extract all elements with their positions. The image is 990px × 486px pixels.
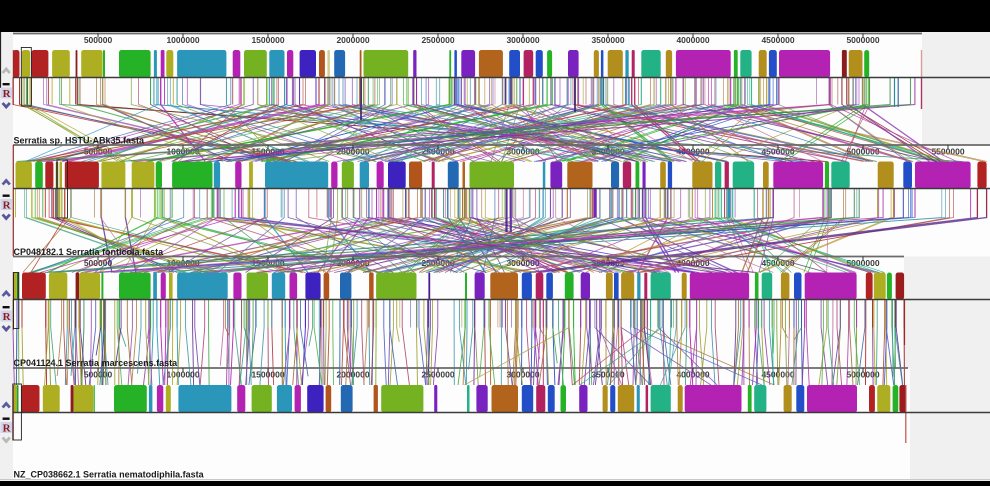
svg-text:R: R — [3, 311, 12, 323]
svg-text:3000000: 3000000 — [506, 258, 539, 268]
svg-text:2500000: 2500000 — [421, 370, 454, 380]
svg-text:3000000: 3000000 — [506, 147, 539, 157]
svg-text:5500000: 5500000 — [931, 147, 964, 157]
svg-text:4000000: 4000000 — [676, 370, 709, 380]
svg-text:3500000: 3500000 — [591, 370, 624, 380]
svg-text:3500000: 3500000 — [591, 35, 624, 45]
svg-text:R: R — [3, 423, 12, 435]
svg-text:Serratia sp. HSTU-ABk35.fasta: Serratia sp. HSTU-ABk35.fasta — [14, 136, 146, 146]
svg-text:3000000: 3000000 — [506, 370, 539, 380]
svg-text:3000000: 3000000 — [506, 35, 539, 45]
svg-text:5000000: 5000000 — [846, 258, 879, 268]
svg-text:4000000: 4000000 — [676, 35, 709, 45]
svg-text:CP048182.1 Serratia fonticola.: CP048182.1 Serratia fonticola.fasta — [14, 247, 165, 257]
svg-text:1500000: 1500000 — [251, 35, 284, 45]
svg-text:1500000: 1500000 — [251, 147, 284, 157]
svg-text:4500000: 4500000 — [761, 258, 794, 268]
svg-text:5000000: 5000000 — [846, 370, 879, 380]
svg-text:4500000: 4500000 — [761, 35, 794, 45]
svg-text:R: R — [3, 88, 12, 100]
svg-text:2500000: 2500000 — [421, 35, 454, 45]
svg-text:1000000: 1000000 — [166, 370, 199, 380]
svg-text:CP041124.1 Serratia marcescens: CP041124.1 Serratia marcescens.fasta — [14, 358, 179, 368]
svg-text:R: R — [3, 200, 12, 212]
svg-text:5000000: 5000000 — [846, 35, 879, 45]
svg-text:2000000: 2000000 — [336, 147, 369, 157]
svg-text:500000: 500000 — [84, 147, 113, 157]
svg-text:2000000: 2000000 — [336, 35, 369, 45]
svg-text:1000000: 1000000 — [166, 35, 199, 45]
svg-text:NZ_CP038662.1 Serratia nematod: NZ_CP038662.1 Serratia nematodiphila.fas… — [14, 470, 205, 480]
svg-text:5000000: 5000000 — [846, 147, 879, 157]
svg-text:500000: 500000 — [84, 35, 113, 45]
